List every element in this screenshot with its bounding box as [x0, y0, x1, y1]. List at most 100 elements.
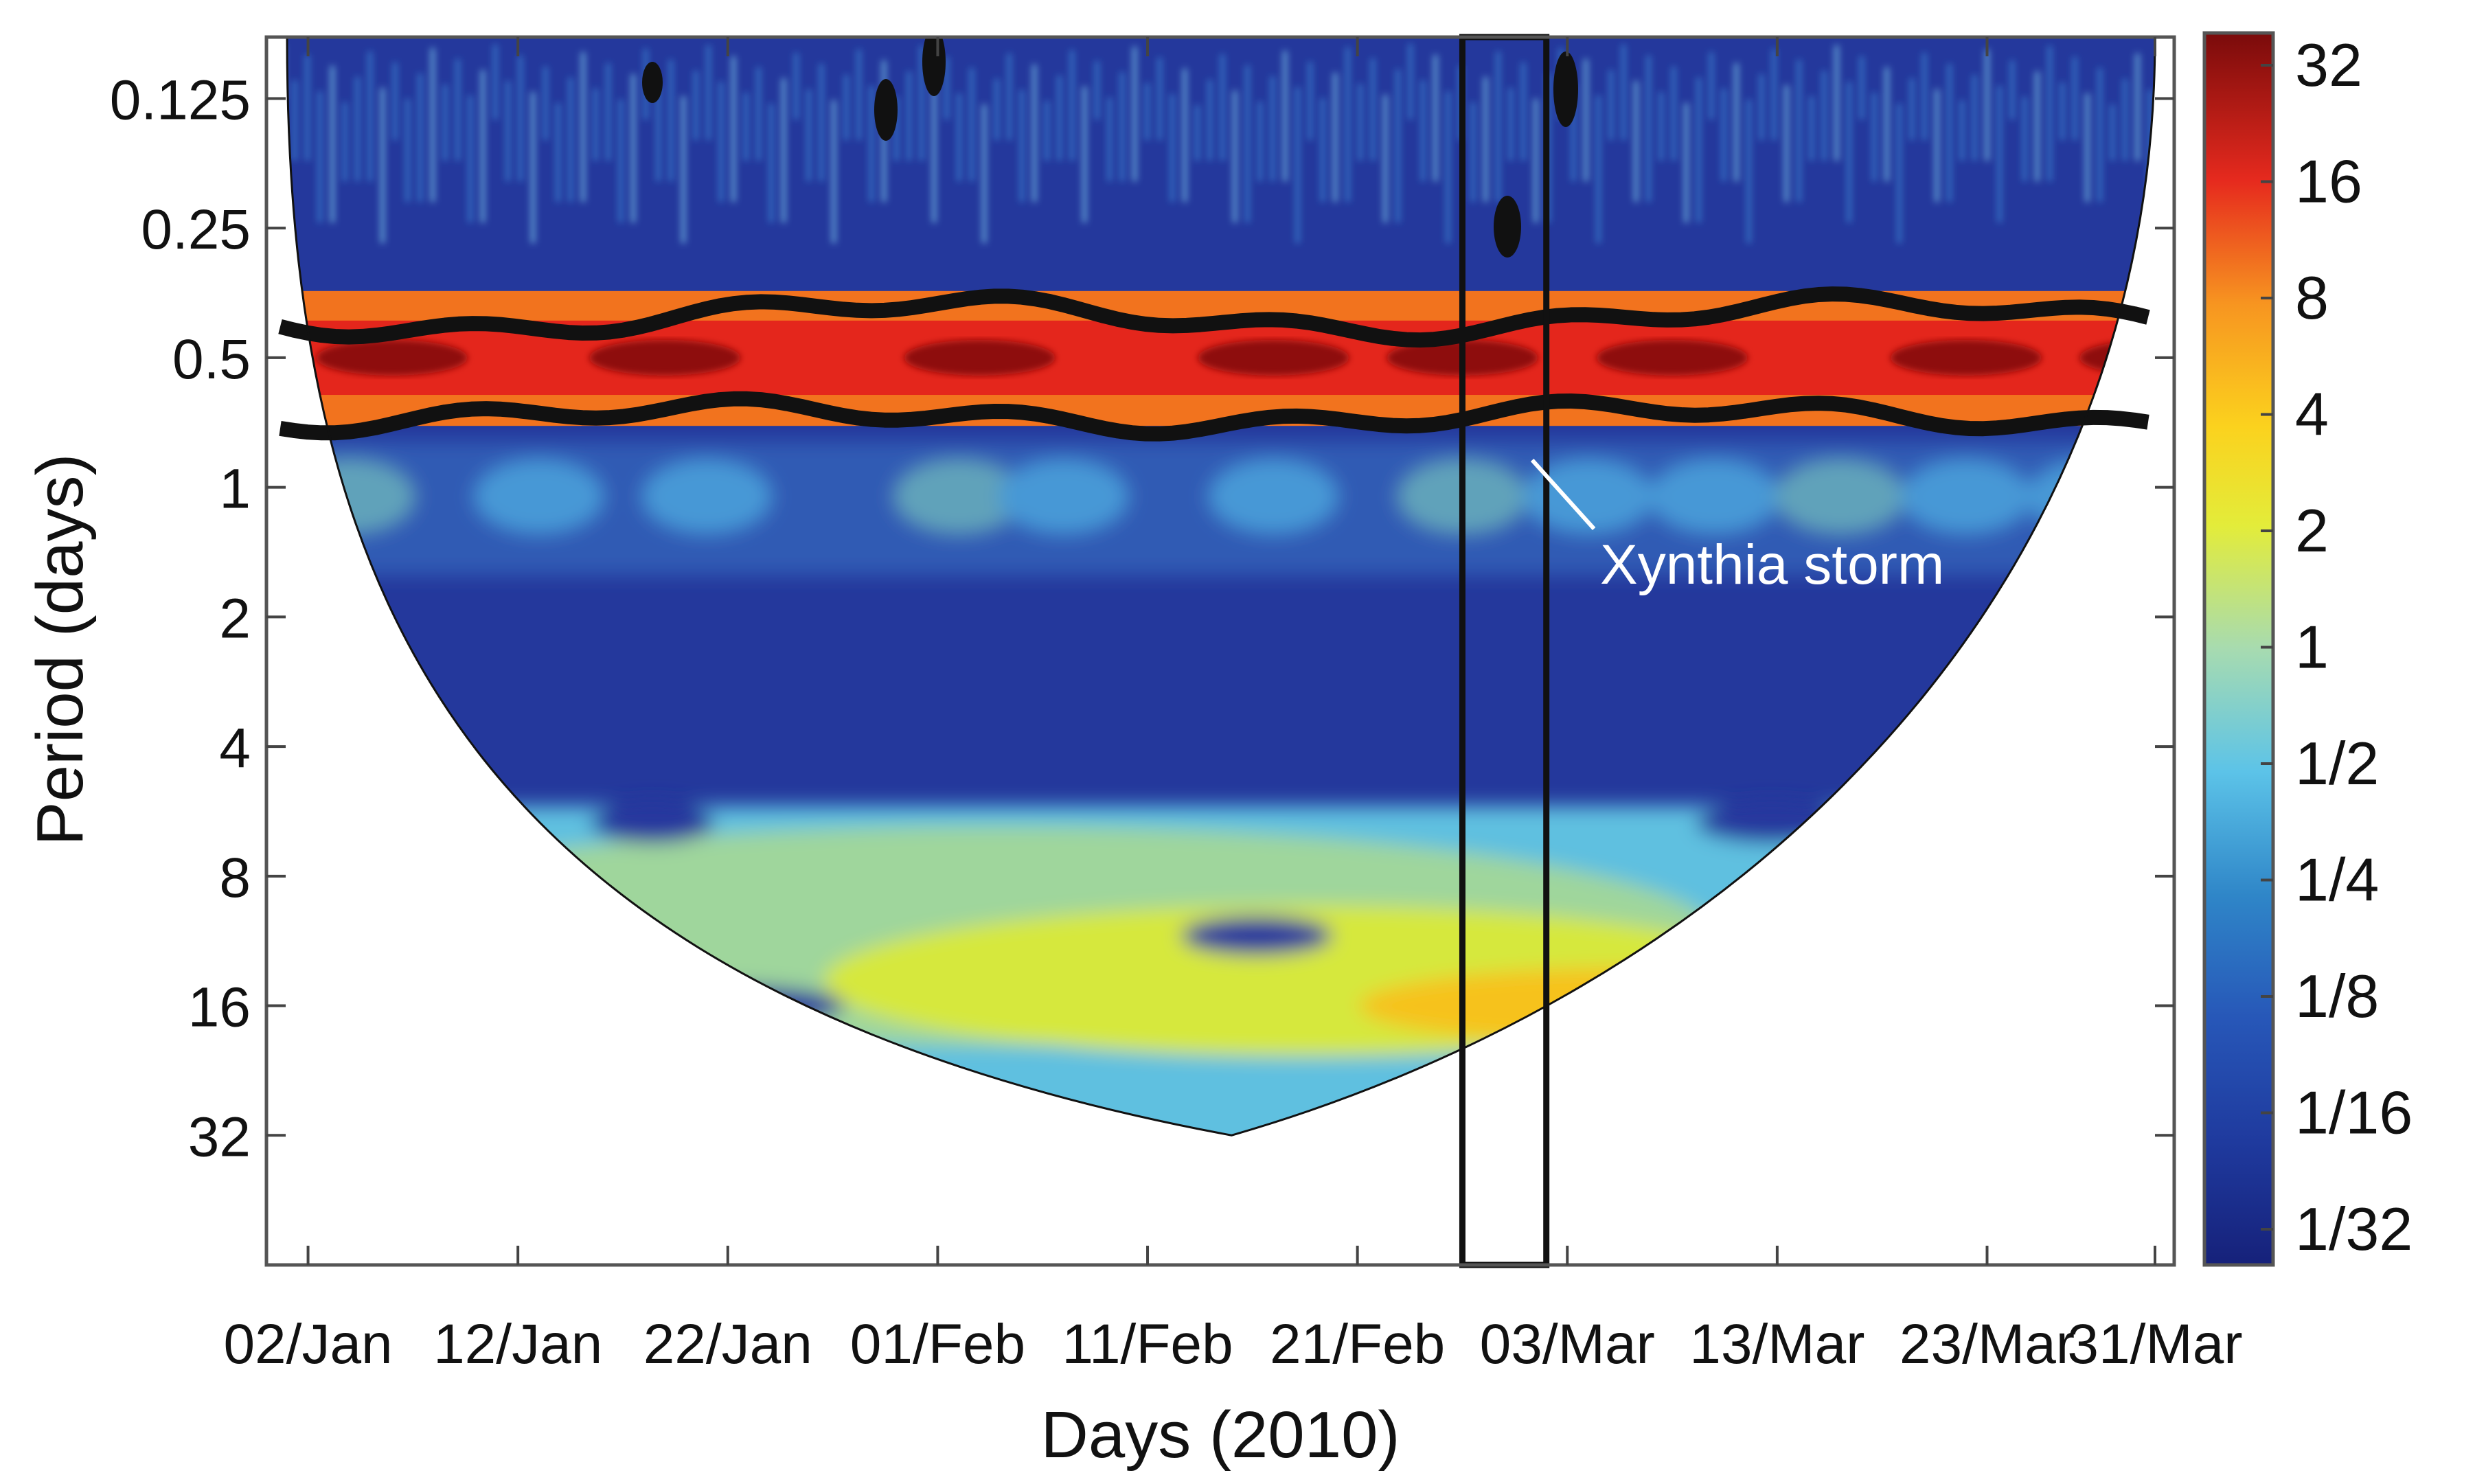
hf-streak: [330, 66, 335, 222]
hf-streak: [782, 78, 786, 222]
hf-streak: [1057, 76, 1062, 161]
hf-streak: [1483, 77, 1488, 202]
hf-streak: [1696, 78, 1701, 222]
diurnal-band: [287, 440, 2155, 575]
band-hole-3: [591, 801, 714, 843]
tidal-peak: [904, 339, 1056, 376]
x-tick-label: 13/Mar: [1689, 1313, 1864, 1375]
hf-streak: [455, 59, 460, 161]
contour-upper: [278, 286, 2150, 348]
colorbar-label: 1/4: [2295, 846, 2379, 914]
hf-streak: [293, 80, 297, 161]
hf-streak: [1997, 86, 2002, 222]
hf-streak: [1847, 82, 1851, 222]
hf-streak: [1646, 56, 1651, 202]
hf-streak: [832, 100, 836, 243]
hf-streak: [1772, 49, 1777, 140]
y-axis-title: Period (days): [23, 454, 97, 846]
colorbar-label: 1/8: [2295, 962, 2379, 1030]
hf-streak: [1233, 91, 1238, 222]
hf-streak: [1395, 69, 1400, 222]
tidal-peak: [1198, 339, 1349, 376]
hf-streak: [1145, 83, 1150, 140]
hf-streak: [1596, 95, 1601, 243]
hf-streak: [1985, 49, 1989, 161]
hf-streak: [1183, 69, 1187, 202]
band-hole-4: [1696, 801, 1847, 843]
hf-streak: [606, 63, 611, 161]
hf-streak: [1257, 102, 1262, 181]
hf-streak: [731, 56, 736, 202]
hf-streak: [869, 86, 874, 202]
hf-streak: [1584, 59, 1588, 181]
hf-streak: [317, 91, 322, 222]
tidal-peak: [1597, 339, 1748, 376]
hf-streak: [1471, 102, 1476, 202]
hf-streak: [744, 93, 749, 161]
hf-streak: [1508, 88, 1513, 161]
hf-streak: [1132, 47, 1137, 181]
y-tick-label: 0.25: [141, 198, 251, 261]
hf-streak: [2022, 97, 2027, 181]
tidal-peak: [1890, 339, 2042, 376]
hf-streak: [806, 89, 811, 181]
hf-streak: [1972, 75, 1977, 161]
hf-streak: [1107, 98, 1112, 181]
hf-streak: [1345, 47, 1350, 202]
hf-streak: [1521, 62, 1526, 161]
hf-streak: [355, 77, 360, 181]
x-tick-label: 31/Mar: [2067, 1313, 2242, 1375]
hf-streak: [1333, 73, 1338, 202]
colorbar-labels: 32 16 8 4 2 1 1/2 1/4 1/8 1/16 1/32: [2261, 31, 2413, 1263]
hf-streak: [631, 74, 636, 222]
significance-blob: [642, 62, 663, 103]
hf-streak: [543, 67, 548, 140]
hf-streak: [1496, 52, 1501, 202]
y-tick-label: 32: [188, 1106, 251, 1168]
hf-streak: [531, 92, 536, 243]
hf-streak: [1371, 58, 1376, 161]
hf-streak: [2060, 82, 2064, 140]
tidal-peak: [589, 339, 741, 376]
hf-streak: [969, 68, 974, 181]
hf-streak: [1658, 92, 1663, 161]
hf-streak: [443, 84, 448, 161]
hf-streak: [493, 45, 498, 119]
hf-streak: [1019, 90, 1024, 202]
hf-streak: [1922, 53, 1927, 140]
hf-streak: [1959, 100, 1964, 161]
hf-streak: [1358, 84, 1362, 161]
hf-streak: [367, 52, 372, 181]
hf-streak: [1433, 55, 1438, 181]
hf-streak: [1245, 65, 1250, 222]
y-tick-label: 2: [219, 587, 251, 650]
y-tick-label: 1: [219, 458, 251, 521]
hf-streak: [343, 102, 347, 181]
band-orange: [1358, 968, 1902, 1044]
hf-streak: [906, 71, 911, 161]
hf-streak: [2110, 104, 2114, 161]
hf-streak: [556, 103, 560, 202]
x-tick-label: 02/Jan: [223, 1313, 392, 1375]
hf-streak: [681, 96, 686, 243]
x-tick-label: 03/Mar: [1480, 1313, 1655, 1375]
hf-streak: [1321, 98, 1325, 202]
hf-streak: [1082, 87, 1087, 222]
hf-streak: [481, 70, 486, 222]
x-tick-label: 11/Feb: [1062, 1313, 1233, 1375]
x-tick-label: 23/Mar: [1900, 1313, 2075, 1375]
hf-streak: [1947, 64, 1952, 202]
colorbar-frame: [2202, 31, 2275, 1267]
hf-streak: [768, 104, 773, 222]
y-tick-label: 4: [219, 717, 251, 779]
hf-streak: [1822, 71, 1827, 161]
hf-streak: [919, 46, 924, 161]
hf-streak: [1195, 105, 1200, 161]
hf-streak: [518, 56, 523, 181]
hf-streak: [2073, 57, 2077, 140]
hf-streak: [957, 93, 961, 181]
x-tick-label: 12/Jan: [433, 1313, 602, 1375]
hf-streak: [794, 53, 799, 119]
hf-streak: [1834, 45, 1839, 161]
